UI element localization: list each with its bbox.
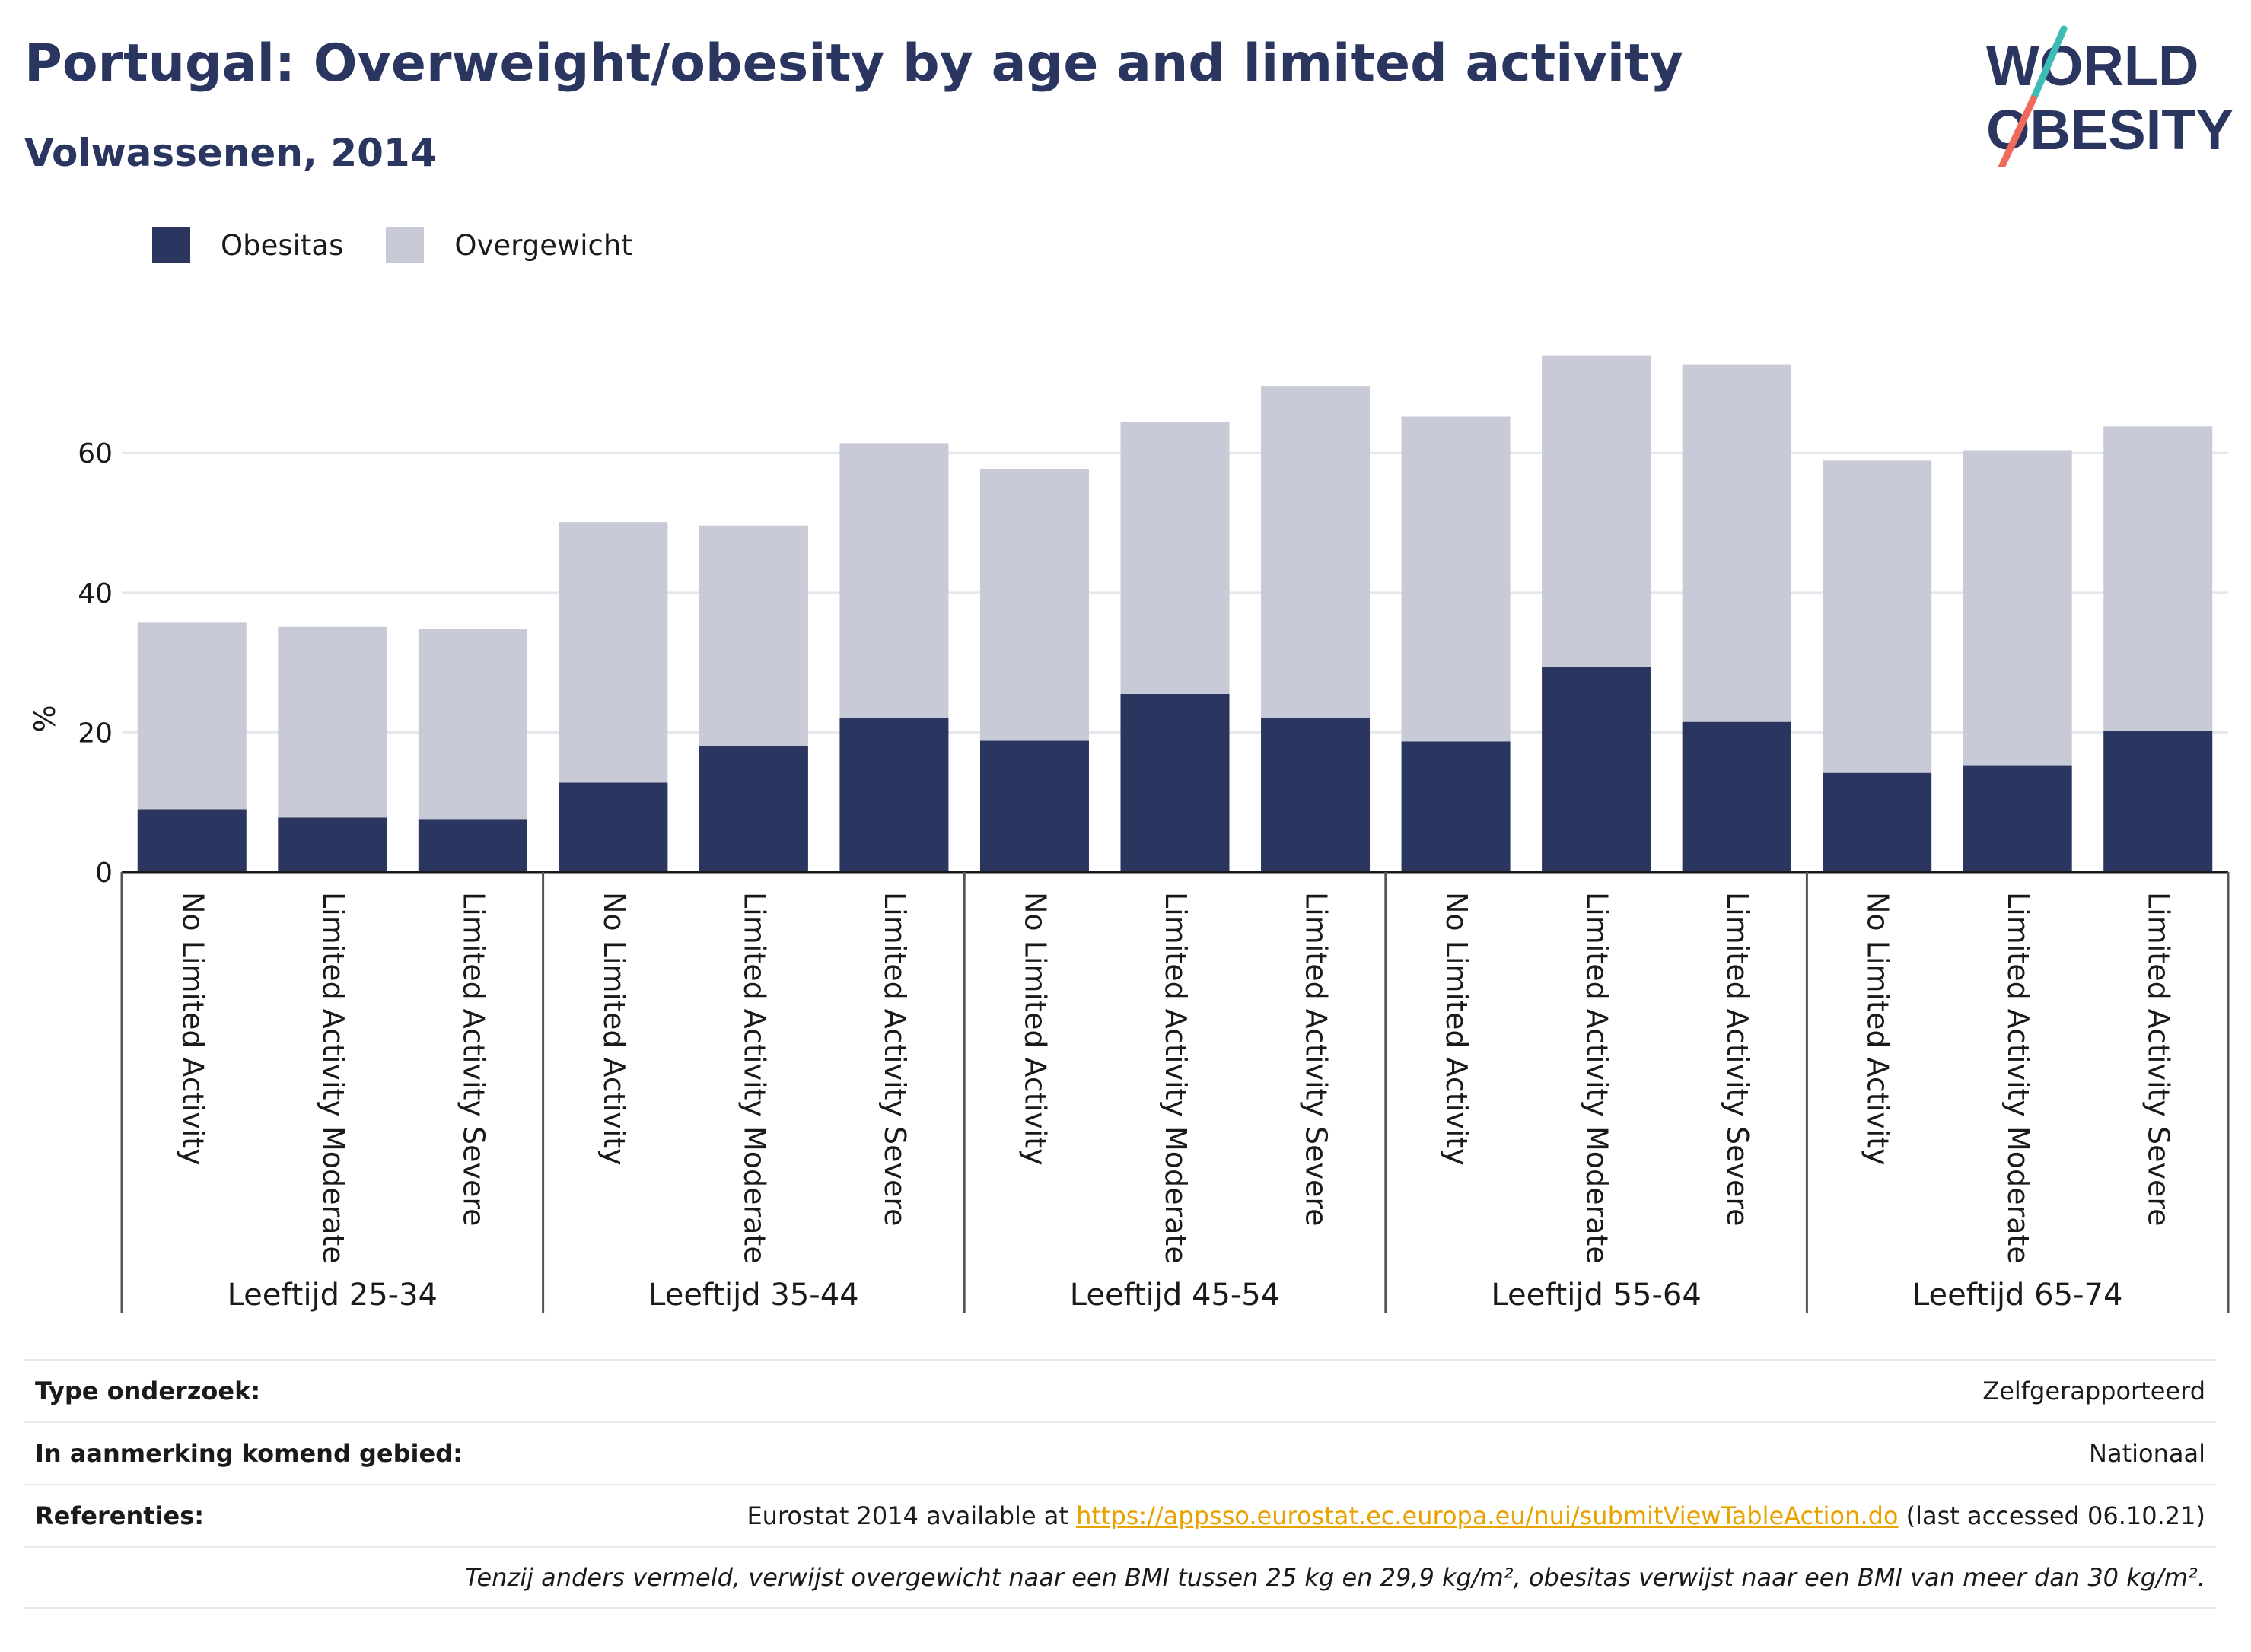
bar-overgewicht: [979, 469, 1089, 741]
legend-item-overgewicht[interactable]: Overgewicht: [386, 227, 632, 263]
x-tick-label: Limited Activity Moderate: [317, 892, 350, 1264]
bar-obesitas: [137, 809, 247, 872]
x-tick-label: Limited Activity Severe: [2142, 892, 2176, 1227]
page-title: Portugal: Overweight/obesity by age and …: [24, 33, 1683, 94]
bar-obesitas: [1120, 693, 1230, 872]
bar-overgewicht: [699, 525, 808, 746]
x-tick-label: No Limited Activity: [597, 892, 631, 1166]
info-label-type: Type onderzoek:: [35, 1377, 261, 1405]
group-label: Leeftijd 25-34: [228, 1278, 438, 1313]
x-tick-label: Limited Activity Moderate: [737, 892, 771, 1264]
bar-overgewicht: [137, 622, 247, 810]
group-label: Leeftijd 65-74: [1912, 1278, 2122, 1313]
footnote: Tenzij anders vermeld, verwijst overgewi…: [464, 1563, 2205, 1592]
info-label-references: Referenties:: [35, 1501, 205, 1530]
y-tick-label: 60: [78, 438, 113, 469]
bar-obesitas: [1401, 741, 1511, 872]
legend-item-obesitas[interactable]: Obesitas: [152, 227, 343, 263]
info-row-type: Type onderzoek: Zelfgerapporteerd: [24, 1359, 2216, 1421]
bar-overgewicht: [1120, 421, 1230, 694]
bar-obesitas: [1542, 667, 1651, 872]
bar-overgewicht: [1823, 460, 1932, 773]
x-tick-label: No Limited Activity: [1018, 892, 1052, 1166]
x-tick-label: Limited Activity Severe: [878, 892, 912, 1227]
y-tick-label: 20: [78, 718, 113, 749]
svg-text:OBESITY: OBESITY: [1986, 98, 2233, 161]
x-tick-label: Limited Activity Moderate: [1581, 892, 1614, 1264]
bar-chart: 0 20 40 60% No Limited Activity Limited Activ…: [28, 355, 2230, 1313]
svg-text:WORLD: WORLD: [1986, 34, 2199, 97]
info-table: Type onderzoek: Zelfgerapporteerd In aan…: [24, 1359, 2216, 1609]
info-row-note: Tenzij anders vermeld, verwijst overgewi…: [24, 1546, 2216, 1609]
info-row-references: Referenties: Eurostat 2014 available at …: [24, 1484, 2216, 1546]
bar-overgewicht: [1401, 416, 1511, 742]
x-tick-label: No Limited Activity: [1440, 892, 1473, 1166]
bar-obesitas: [839, 718, 949, 872]
reference-link[interactable]: https://appsso.eurostat.ec.europa.eu/nui…: [1076, 1501, 1899, 1530]
bar-obesitas: [1823, 772, 1932, 872]
x-tick-label: Limited Activity Moderate: [1159, 892, 1192, 1264]
page-subtitle: Volwassenen, 2014: [24, 131, 437, 175]
legend-swatch-overgewicht: [386, 227, 425, 263]
x-tick-label: Limited Activity Severe: [1300, 892, 1333, 1227]
bar-obesitas: [699, 746, 808, 872]
x-tick-label: No Limited Activity: [1861, 892, 1895, 1166]
info-row-area: In aanmerking komend gebied: Nationaal: [24, 1421, 2216, 1484]
bar-overgewicht: [559, 522, 668, 783]
bar-obesitas: [1963, 765, 2072, 872]
group-label: Leeftijd 55-64: [1491, 1278, 1701, 1313]
legend-label-overgewicht: Overgewicht: [454, 228, 632, 262]
info-value-references: Eurostat 2014 available at https://appss…: [747, 1501, 2205, 1530]
legend-label-obesitas: Obesitas: [221, 228, 344, 262]
y-tick-label: 40: [78, 578, 113, 610]
bar-overgewicht: [278, 626, 387, 818]
bar-overgewicht: [1261, 386, 1371, 718]
x-tick-label: Limited Activity Moderate: [2001, 892, 2035, 1264]
bar-obesitas: [559, 782, 668, 872]
ref-prefix: Eurostat 2014 available at: [747, 1501, 1077, 1530]
y-tick-label: 0: [95, 858, 113, 889]
legend: Obesitas Overgewicht: [152, 225, 675, 265]
info-value-area: Nationaal: [2089, 1439, 2205, 1468]
bar-obesitas: [418, 819, 527, 872]
x-tick-label: Limited Activity Severe: [1721, 892, 1754, 1227]
x-tick-label: No Limited Activity: [176, 892, 209, 1166]
info-value-type: Zelfgerapporteerd: [1982, 1377, 2205, 1405]
group-label: Leeftijd 45-54: [1070, 1278, 1280, 1313]
bar-overgewicht: [1963, 450, 2072, 766]
ref-suffix: (last accessed 06.10.21): [1898, 1501, 2205, 1530]
legend-swatch-obesitas: [152, 227, 190, 263]
info-label-area: In aanmerking komend gebied:: [35, 1439, 463, 1468]
world-obesity-logo: WORLD OBESITY: [1986, 25, 2233, 167]
bar-overgewicht: [418, 629, 527, 820]
bar-obesitas: [1261, 718, 1371, 872]
bar-obesitas: [1682, 721, 1791, 872]
bar-overgewicht: [1542, 355, 1651, 667]
bar-obesitas: [278, 817, 387, 872]
bar-obesitas: [2103, 731, 2213, 872]
bar-overgewicht: [839, 443, 949, 718]
group-label: Leeftijd 35-44: [648, 1278, 858, 1313]
bar-obesitas: [979, 740, 1089, 872]
bar-overgewicht: [2103, 426, 2213, 731]
x-tick-label: Limited Activity Severe: [457, 892, 490, 1227]
y-axis-label: %: [28, 705, 62, 732]
bar-overgewicht: [1682, 364, 1791, 722]
